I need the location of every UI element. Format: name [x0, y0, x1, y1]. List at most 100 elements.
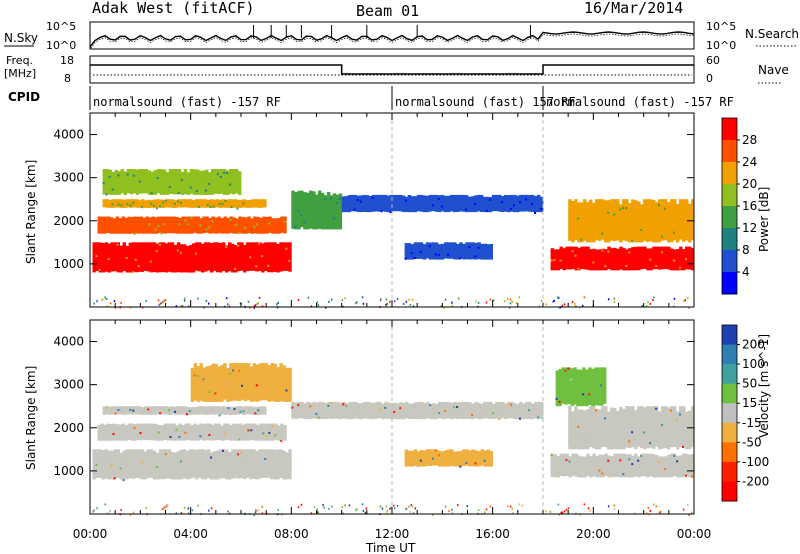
heatmap-cell: [199, 363, 203, 401]
noise-speck: [649, 509, 652, 512]
heatmap-cell: [369, 402, 373, 420]
heatmap-cell: [519, 194, 523, 212]
heatmap-speck: [498, 418, 501, 421]
heatmap-cell: [604, 200, 608, 243]
heatmap-speck: [187, 223, 190, 226]
noise-speck: [379, 505, 381, 508]
heatmap-speck: [237, 244, 240, 247]
noise-speck: [457, 297, 460, 300]
noise-speck: [673, 297, 676, 300]
heatmap-speck: [637, 459, 640, 462]
heatmap-cell: [235, 169, 239, 194]
heatmap-speck: [110, 464, 113, 467]
heatmap-cell: [580, 202, 584, 243]
heatmap-cell: [600, 367, 604, 406]
noise-speck: [655, 505, 657, 508]
heatmap-speck: [225, 246, 228, 248]
heatmap-cell: [137, 449, 142, 479]
noise-speck: [549, 510, 552, 513]
heatmap-cell: [444, 242, 448, 259]
heatmap-cell: [138, 406, 142, 415]
heatmap-region: [190, 363, 292, 402]
heatmap-cell: [688, 410, 692, 450]
heatmap-cell: [673, 453, 677, 477]
heatmap-cell: [559, 453, 563, 476]
heatmap-speck: [531, 203, 533, 206]
noise-speck: [261, 305, 264, 308]
heatmap-cell: [177, 169, 182, 195]
heatmap-speck: [625, 207, 628, 210]
heatmap-cell: [443, 195, 448, 213]
heatmap-cell: [691, 247, 695, 271]
noise-speck: [307, 296, 310, 299]
heatmap-cell: [410, 196, 415, 213]
heatmap-cell: [276, 244, 280, 273]
noise-speck: [163, 300, 165, 303]
heatmap-speck: [162, 201, 165, 204]
colorbar-segment: [722, 206, 737, 229]
heatmap-cell: [190, 425, 194, 441]
heatmap-cell: [254, 199, 258, 208]
heatmap-cell: [571, 201, 575, 243]
heatmap-cell: [123, 171, 127, 195]
heatmap-cell: [229, 216, 233, 233]
heatmap-cell: [474, 450, 478, 467]
heatmap-speck: [582, 393, 585, 396]
noise-speck: [511, 511, 514, 514]
heatmap-cell: [279, 363, 283, 402]
heatmap-speck: [688, 463, 690, 465]
colorbar-segment: [722, 383, 737, 404]
noise-speck: [613, 504, 615, 507]
heatmap-cell: [366, 401, 370, 419]
heatmap-speck: [580, 475, 583, 478]
heatmap-speck: [464, 208, 467, 211]
x-tick-label: 00:00: [677, 527, 712, 541]
heatmap-cell: [255, 364, 260, 402]
heatmap-cell: [637, 201, 641, 243]
noise-speck: [688, 513, 690, 516]
heatmap-cell: [489, 244, 493, 260]
heatmap-cell: [211, 216, 215, 234]
heatmap-cell: [586, 246, 590, 270]
colorbar-tick-label: 4: [742, 265, 750, 279]
heatmap-cell: [410, 244, 415, 260]
heatmap-cell: [267, 242, 271, 273]
heatmap-cell: [438, 401, 442, 419]
heatmap-speck: [259, 426, 262, 429]
heatmap-speck: [592, 459, 595, 462]
noise-speck: [645, 305, 648, 308]
heatmap-cell: [399, 402, 403, 420]
heatmap-cell: [589, 406, 593, 448]
heatmap-cell: [613, 199, 617, 242]
heatmap-cell: [402, 402, 406, 420]
heatmap-cell: [112, 423, 116, 441]
heatmap-speck: [102, 182, 105, 185]
heatmap-cell: [237, 242, 241, 272]
heatmap-cell: [279, 449, 283, 478]
heatmap-cell: [207, 242, 211, 271]
heatmap-cell: [103, 216, 107, 234]
heatmap-cell: [347, 195, 352, 213]
beam-title: Beam 01: [356, 2, 419, 20]
heatmap-cell: [224, 199, 228, 208]
heatmap-cell: [147, 406, 151, 415]
noise-speck: [197, 297, 199, 300]
noise-speck: [507, 297, 509, 300]
heatmap-cell: [131, 242, 136, 272]
noise-speck: [183, 299, 186, 302]
heatmap-speck: [242, 202, 245, 205]
heatmap-cell: [98, 449, 102, 478]
heatmap-cell: [246, 449, 250, 478]
noise-speck: [380, 298, 382, 301]
heatmap-cell: [441, 402, 445, 420]
heatmap-cell: [357, 403, 361, 420]
heatmap-cell: [452, 194, 457, 213]
heatmap-cell: [470, 196, 475, 213]
heatmap-speck: [224, 199, 227, 202]
heatmap-cell: [249, 449, 253, 480]
heatmap-speck: [568, 460, 571, 463]
heatmap-cell: [142, 423, 146, 440]
heatmap-region: [404, 242, 493, 260]
heatmap-cell: [184, 216, 188, 234]
heatmap-speck: [691, 475, 693, 478]
